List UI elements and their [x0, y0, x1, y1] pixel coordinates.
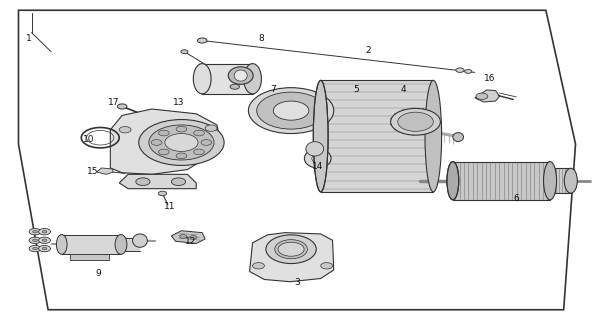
- Ellipse shape: [193, 64, 211, 94]
- Text: 14: 14: [312, 162, 323, 171]
- Circle shape: [476, 93, 488, 100]
- Ellipse shape: [56, 235, 67, 254]
- Circle shape: [29, 228, 41, 235]
- Circle shape: [118, 104, 127, 109]
- Polygon shape: [475, 90, 500, 102]
- Circle shape: [194, 149, 204, 155]
- Ellipse shape: [132, 234, 147, 247]
- Circle shape: [39, 245, 50, 252]
- Text: 13: 13: [173, 98, 184, 107]
- Ellipse shape: [234, 70, 247, 81]
- Ellipse shape: [453, 132, 463, 141]
- Text: 15: 15: [87, 167, 98, 176]
- Circle shape: [176, 153, 187, 159]
- Circle shape: [179, 235, 187, 238]
- Circle shape: [42, 230, 47, 233]
- Circle shape: [119, 126, 131, 133]
- Ellipse shape: [244, 64, 261, 94]
- Circle shape: [139, 120, 224, 165]
- Text: 17: 17: [108, 98, 119, 107]
- Polygon shape: [121, 238, 140, 251]
- Circle shape: [33, 230, 37, 233]
- Polygon shape: [299, 118, 311, 125]
- Circle shape: [278, 242, 304, 256]
- Circle shape: [252, 263, 264, 269]
- Circle shape: [230, 84, 239, 89]
- Circle shape: [33, 239, 37, 242]
- Circle shape: [176, 126, 187, 132]
- Text: 10: 10: [83, 135, 94, 144]
- Ellipse shape: [425, 80, 441, 192]
- Text: 3: 3: [294, 278, 300, 287]
- Text: 7: 7: [270, 85, 276, 94]
- Circle shape: [248, 88, 334, 133]
- Ellipse shape: [304, 149, 331, 168]
- Polygon shape: [18, 10, 576, 310]
- Polygon shape: [202, 64, 252, 94]
- Circle shape: [159, 130, 169, 136]
- Text: 5: 5: [353, 85, 359, 94]
- Ellipse shape: [306, 142, 324, 156]
- Circle shape: [151, 140, 162, 145]
- Circle shape: [197, 38, 207, 43]
- Ellipse shape: [115, 235, 127, 254]
- Circle shape: [205, 125, 217, 131]
- Ellipse shape: [564, 168, 577, 193]
- Ellipse shape: [266, 235, 316, 264]
- Text: 16: 16: [484, 74, 495, 83]
- Circle shape: [39, 237, 50, 244]
- Circle shape: [321, 263, 333, 269]
- Ellipse shape: [313, 80, 328, 192]
- Circle shape: [465, 69, 472, 73]
- Polygon shape: [305, 100, 317, 106]
- Ellipse shape: [447, 162, 459, 200]
- Text: 6: 6: [513, 194, 519, 203]
- Circle shape: [391, 108, 440, 135]
- Circle shape: [201, 140, 211, 145]
- Polygon shape: [271, 96, 283, 103]
- Polygon shape: [110, 109, 220, 174]
- Circle shape: [42, 239, 47, 242]
- Circle shape: [159, 191, 167, 196]
- Text: 9: 9: [96, 268, 102, 278]
- Polygon shape: [249, 233, 334, 282]
- Polygon shape: [265, 115, 277, 122]
- Circle shape: [39, 228, 50, 235]
- Text: 11: 11: [164, 202, 175, 211]
- Polygon shape: [97, 168, 113, 174]
- Polygon shape: [62, 235, 121, 254]
- Polygon shape: [119, 174, 196, 189]
- Text: 8: 8: [258, 35, 264, 44]
- Text: 1: 1: [26, 35, 32, 44]
- Ellipse shape: [228, 67, 253, 84]
- Circle shape: [456, 68, 464, 72]
- Circle shape: [136, 178, 150, 186]
- Circle shape: [181, 50, 188, 53]
- Ellipse shape: [544, 162, 557, 200]
- Circle shape: [42, 247, 47, 250]
- Ellipse shape: [275, 240, 307, 259]
- Polygon shape: [171, 231, 205, 244]
- Polygon shape: [453, 162, 550, 200]
- Circle shape: [159, 149, 169, 155]
- Circle shape: [149, 125, 214, 160]
- Text: 12: 12: [185, 237, 196, 246]
- Circle shape: [165, 133, 198, 151]
- Circle shape: [194, 130, 204, 136]
- Circle shape: [257, 92, 326, 129]
- Circle shape: [33, 247, 37, 250]
- Ellipse shape: [312, 154, 324, 163]
- Text: 4: 4: [401, 85, 406, 94]
- Circle shape: [273, 101, 309, 120]
- Circle shape: [189, 236, 197, 239]
- Polygon shape: [321, 80, 433, 192]
- Circle shape: [29, 237, 41, 244]
- Text: 2: 2: [365, 45, 371, 55]
- Circle shape: [171, 178, 185, 186]
- Circle shape: [29, 245, 41, 252]
- Polygon shape: [550, 168, 571, 193]
- Polygon shape: [70, 254, 109, 260]
- Circle shape: [398, 112, 433, 131]
